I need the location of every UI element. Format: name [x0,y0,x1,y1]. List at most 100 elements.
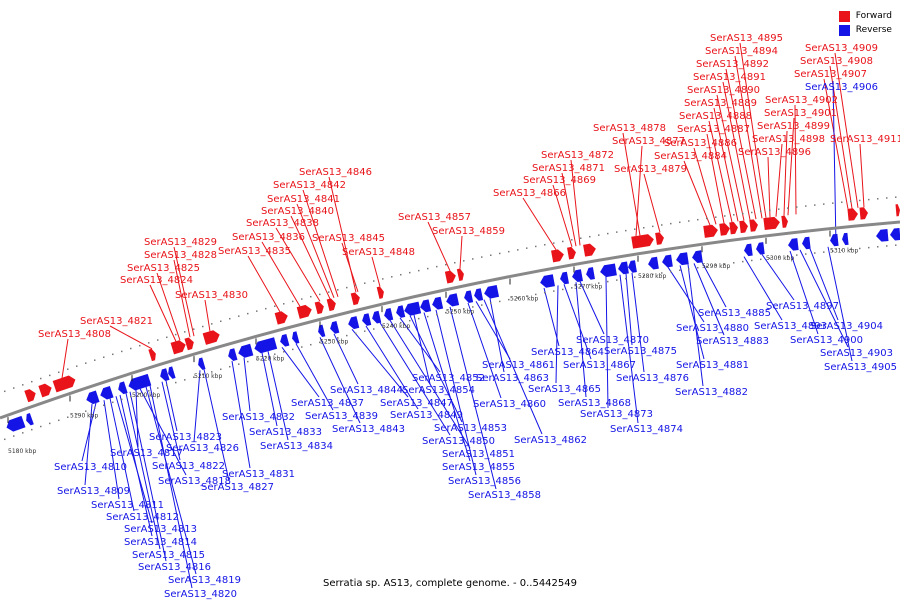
track-dot [148,390,150,392]
track-dot [238,363,240,365]
track-dot [409,319,411,322]
reverse-gene-arrow [432,296,444,310]
forward-leader-line [173,259,191,338]
track-dot [85,362,87,364]
reverse-gene-arrow [540,274,555,288]
reverse-leader-line [389,320,471,449]
scale-tick-label: 5250 kbp [446,309,474,316]
track-dot [589,235,591,238]
forward-gene [202,330,220,345]
reverse-gene-label: SerAS13_4880 [676,323,749,334]
legend-reverse-label: Reverse [855,25,892,35]
legend: Forward Reverse [838,9,892,37]
forward-leader-line [823,78,849,209]
reverse-leader-line [281,347,320,398]
forward-gene [583,243,596,257]
forward-gene [38,383,52,398]
forward-leader-line [247,255,281,313]
track-dot [562,240,564,243]
track-dot [517,249,519,251]
forward-leader-line [767,156,771,218]
track-dot [841,201,843,203]
reverse-gene-arrow [474,288,484,301]
track-dot [247,360,249,363]
reverse-gene [292,331,300,344]
track-dot [22,384,24,386]
forward-gene-label: SerAS13_4908 [800,56,873,67]
track-dot [697,266,699,269]
reverse-leader-line [267,350,289,441]
reverse-gene [280,333,290,347]
reverse-leader-line [625,273,633,346]
forward-gene [655,232,664,245]
forward-gene-arrow [456,268,464,281]
forward-gene-arrow [583,243,596,257]
reverse-gene-label: SerAS13_4893 [754,321,827,332]
forward-leader-line [829,65,853,209]
forward-gene-label: SerAS13_4896 [738,147,811,158]
forward-gene-label: SerAS13_4871 [532,163,605,174]
reverse-leader-line [832,80,837,247]
track-dot [121,398,123,401]
forward-leader-line [734,55,763,219]
reverse-gene-arrow [348,316,360,330]
reverse-gene-label: SerAS13_4820 [164,589,237,600]
reverse-leader-line [789,250,819,335]
forward-gene-arrow [567,246,576,260]
reverse-leader-line [679,265,705,360]
reverse-gene-arrow [238,343,254,358]
forward-gene-arrow [749,219,758,232]
reverse-gene-label: SerAS13_4834 [260,441,333,452]
track-dot [643,227,645,229]
track-dot [202,325,204,328]
reverse-leader-line [619,274,639,424]
forward-leader-line [570,159,581,246]
track-dot [625,229,627,232]
forward-leader-line [783,130,788,216]
forward-gene-label: SerAS13_4911 [830,134,900,145]
forward-leader-line [109,325,153,350]
reverse-gene-label: SerAS13_4855 [442,462,515,473]
track-dot [427,315,429,318]
reverse-leader-line [149,385,193,589]
track-dot [769,209,771,211]
reverse-gene-arrow [330,321,340,334]
scale-tick-label: 5220 kbp [256,355,284,362]
reverse-gene [676,252,689,266]
forward-gene-label: SerAS13_4846 [299,167,372,178]
forward-gene-label: SerAS13_4884 [654,151,727,162]
reverse-leader-line [449,306,497,490]
forward-gene-label: SerAS13_4866 [493,188,566,199]
reverse-gene-arrow [744,243,753,257]
track-dot [778,256,780,258]
forward-gene-arrow [655,232,664,245]
reverse-gene-arrow [254,337,278,354]
track-dot [184,379,186,381]
track-dot [886,197,888,199]
forward-gene-arrow [184,337,194,351]
reverse-gene [100,385,114,400]
forward-leader-line [706,133,725,224]
scale-tick-label: 5210 kbp [194,373,222,380]
reverse-leader-line [295,343,334,411]
track-dot [751,259,753,262]
reverse-gene [802,236,811,250]
reverse-gene [362,313,372,326]
reverse-gene-label: SerAS13_4818 [158,476,231,487]
reverse-gene-arrow [396,305,406,318]
track-dot [58,371,60,374]
forward-gene-arrow [763,216,780,231]
track-dot [832,202,834,204]
track-dot [103,404,105,406]
forward-gene-label: SerAS13_4841 [267,194,340,205]
track-dot [895,196,897,198]
reverse-gene-arrow [890,228,900,241]
track-dot [355,332,357,335]
reverse-gene [372,310,382,324]
track-dot [229,317,231,320]
track-dot [778,208,780,210]
track-dot [337,289,339,291]
reverse-gene-arrow [292,331,300,344]
reverse-gene [254,337,278,354]
forward-leader-line [61,338,69,379]
